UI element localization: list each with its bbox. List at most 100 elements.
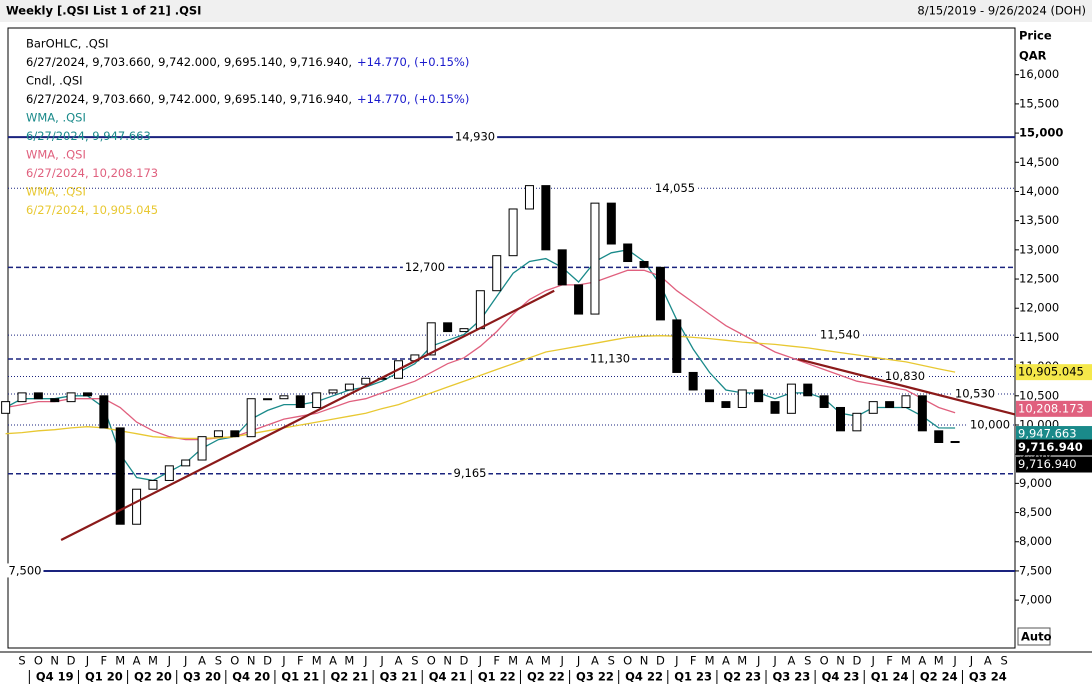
- date-range: 8/15/2019 - 9/26/2024 (DOH): [917, 4, 1086, 18]
- auto-button[interactable]: [1017, 627, 1051, 646]
- x-month-label: D: [656, 654, 665, 668]
- x-month-label: M: [344, 654, 354, 668]
- candle: [688, 371, 698, 391]
- x-month-label: S: [804, 654, 811, 668]
- x-month-label: J: [969, 654, 973, 668]
- x-quarter-label: Q4 19: [36, 670, 74, 684]
- candle: [197, 436, 207, 461]
- candle: [623, 243, 633, 263]
- x-quarter-label: Q1 21: [281, 670, 319, 684]
- x-quarter-label: Q4 23: [822, 670, 860, 684]
- y-tick-label: 15,000: [1019, 126, 1063, 140]
- candle: [246, 398, 256, 438]
- candle: [164, 465, 174, 481]
- level-label: 12,700: [405, 260, 445, 274]
- level-label-bg: [402, 259, 448, 274]
- x-month-label: O: [427, 654, 436, 668]
- candle: [786, 383, 796, 414]
- x-month-label: J: [167, 654, 171, 668]
- legend-detail: 6/27/2024, 10,208.173: [26, 166, 158, 180]
- candle: [328, 389, 338, 394]
- level-label-bg: [451, 466, 489, 481]
- x-month-label: A: [329, 654, 337, 668]
- y-axis-title: Price: [1019, 29, 1052, 43]
- x-quarter-label: Q2 24: [920, 670, 958, 684]
- candle: [312, 392, 322, 408]
- x-month-label: J: [772, 654, 776, 668]
- x-month-label: O: [820, 654, 829, 668]
- candle: [295, 395, 305, 408]
- title-bar: [0, 0, 1092, 22]
- x-month-label: J: [576, 654, 580, 668]
- price-badge-label: 10,905.045: [1018, 365, 1084, 379]
- candle: [852, 412, 862, 432]
- x-month-label: O: [34, 654, 43, 668]
- y-tick-label: 10,500: [1019, 388, 1059, 402]
- level-label-bg: [952, 386, 998, 401]
- legend-name: WMA, .QSI: [26, 111, 86, 125]
- plot-frame: [7, 27, 1016, 649]
- y-tick-label: 8,500: [1019, 505, 1052, 519]
- x-quarter-label: Q4 21: [429, 670, 467, 684]
- level-label: 9,165: [454, 466, 487, 480]
- legend-change: +14.770, (+0.15%): [357, 55, 469, 69]
- price-badge-label: 10,208.173: [1018, 401, 1084, 415]
- level-label: 14,930: [455, 130, 495, 144]
- candle: [1, 401, 11, 414]
- x-month-label: F: [297, 654, 304, 668]
- x-quarter-label: Q2 21: [331, 670, 369, 684]
- x-quarter-label: Q3 23: [772, 670, 810, 684]
- x-month-label: M: [737, 654, 747, 668]
- wma-line: [5, 335, 956, 440]
- candle: [917, 395, 927, 432]
- candle: [705, 389, 715, 403]
- x-quarter-label: Q3 20: [183, 670, 221, 684]
- x-month-label: M: [541, 654, 551, 668]
- x-quarter-label: Q2 22: [527, 670, 565, 684]
- level-label-bg: [452, 129, 498, 144]
- x-month-label: N: [443, 654, 452, 668]
- x-month-label: J: [756, 654, 760, 668]
- candle: [524, 185, 534, 210]
- x-month-label: A: [526, 654, 534, 668]
- candle: [606, 202, 616, 245]
- candle: [181, 459, 191, 467]
- price-badge-label: 9,716.940: [1018, 457, 1077, 471]
- y-tick-label: 13,500: [1019, 213, 1059, 227]
- x-month-label: F: [493, 654, 500, 668]
- x-month-label: J: [363, 654, 367, 668]
- candle: [115, 427, 125, 525]
- x-month-label: M: [148, 654, 158, 668]
- candle: [279, 395, 289, 400]
- x-month-label: A: [984, 654, 992, 668]
- candle: [803, 383, 813, 397]
- candle: [492, 255, 502, 292]
- y-tick-label: 14,000: [1019, 184, 1059, 198]
- x-month-label: A: [133, 654, 141, 668]
- legend-detail: 6/27/2024, 9,703.660, 9,742.000, 9,695.1…: [26, 55, 352, 69]
- legend-detail: 6/27/2024, 9,947.663: [26, 129, 151, 143]
- x-quarter-label: Q4 22: [625, 670, 663, 684]
- x-month-label: J: [674, 654, 678, 668]
- candle: [99, 395, 109, 429]
- y-tick-label: 13,000: [1019, 242, 1059, 256]
- x-month-label: M: [705, 654, 715, 668]
- level-label: 7,500: [9, 563, 42, 577]
- level-label-bg: [817, 327, 863, 342]
- x-month-label: D: [460, 654, 469, 668]
- x-month-label: J: [560, 654, 564, 668]
- level-label: 11,540: [820, 328, 860, 342]
- x-month-label: J: [379, 654, 383, 668]
- auto-button-label[interactable]: Auto: [1021, 630, 1052, 644]
- y-tick-label: 16,000: [1019, 67, 1059, 81]
- candle: [819, 395, 829, 408]
- candle: [901, 395, 911, 408]
- candle: [361, 377, 371, 385]
- x-month-label: D: [263, 654, 272, 668]
- x-quarter-label: Q3 22: [576, 670, 614, 684]
- candle: [230, 430, 240, 438]
- wma-line: [5, 269, 956, 441]
- candle: [721, 401, 731, 408]
- x-quarter-label: Q3 24: [969, 670, 1007, 684]
